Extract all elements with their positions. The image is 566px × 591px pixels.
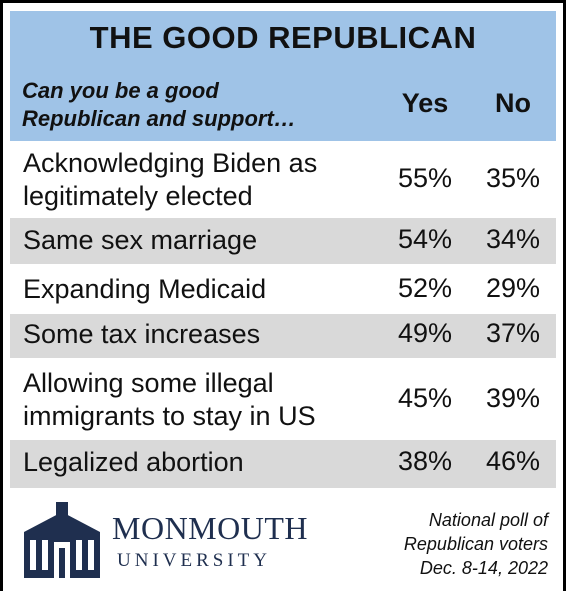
no-value: 37%	[485, 318, 541, 348]
row-label-line: Allowing some illegal	[23, 368, 274, 398]
question-text: Can you be a good Republican and support…	[22, 77, 352, 133]
row-label-line: Legalized abortion	[23, 447, 244, 477]
header-band	[10, 11, 556, 141]
note-line: Republican voters	[403, 534, 548, 554]
right-border	[563, 0, 566, 591]
yes-value: 52%	[397, 273, 453, 303]
chart-title: THE GOOD REPUBLICAN	[89, 20, 477, 55]
row-label: Expanding Medicaid	[23, 273, 363, 306]
row-label: Legalized abortion	[23, 446, 363, 479]
no-value: 35%	[485, 163, 541, 193]
row-label-line: legitimately elected	[23, 181, 253, 211]
yes-value: 45%	[397, 383, 453, 413]
table-row: Same sex marriage 54% 34%	[10, 218, 556, 264]
row-label-line: Some tax increases	[23, 319, 261, 349]
row-label: Some tax increases	[23, 318, 363, 351]
no-value: 39%	[485, 383, 541, 413]
logo-wordmark: MONMOUTH	[112, 510, 308, 546]
row-label-line: immigrants to stay in US	[23, 401, 316, 431]
table-row: Allowing some illegal immigrants to stay …	[10, 361, 556, 437]
yes-value: 38%	[397, 446, 453, 476]
no-value: 29%	[485, 273, 541, 303]
row-label: Same sex marriage	[23, 224, 363, 257]
yes-value: 55%	[397, 163, 453, 193]
row-label: Acknowledging Biden as legitimately elect…	[23, 147, 363, 213]
column-header-no: No	[495, 88, 531, 118]
table-row: Acknowledging Biden as legitimately elect…	[10, 143, 556, 215]
note-line: Dec. 8-14, 2022	[419, 558, 548, 578]
yes-value: 49%	[397, 318, 453, 348]
monmouth-logo: MONMOUTH UNIVERSITY	[22, 498, 308, 582]
table-row: Legalized abortion 38% 46%	[10, 440, 556, 488]
logo-subtitle: UNIVERSITY	[117, 550, 271, 571]
row-label-line: Acknowledging Biden as	[23, 148, 318, 178]
note-line: National poll of	[428, 510, 548, 530]
question-line: Can you be a good	[22, 78, 219, 103]
top-border	[0, 0, 566, 3]
source-note: National poll of Republican voters Dec. …	[330, 508, 548, 580]
yes-value: 54%	[397, 224, 453, 254]
column-header-yes: Yes	[401, 88, 449, 118]
table-row: Some tax increases 49% 37%	[10, 314, 556, 358]
table-row: Expanding Medicaid 52% 29%	[10, 267, 556, 311]
no-value: 34%	[485, 224, 541, 254]
row-label: Allowing some illegal immigrants to stay …	[23, 367, 363, 433]
left-border	[0, 0, 3, 591]
row-label-line: Same sex marriage	[23, 225, 258, 255]
no-value: 46%	[485, 446, 541, 476]
question-line: Republican and support…	[22, 106, 296, 131]
row-label-line: Expanding Medicaid	[23, 274, 267, 304]
building-icon	[24, 498, 100, 578]
